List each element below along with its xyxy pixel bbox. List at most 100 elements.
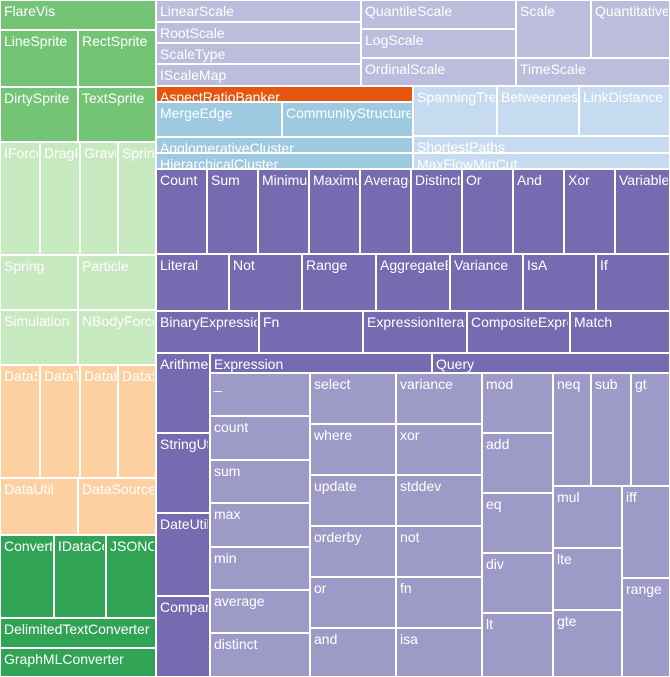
treemap-cell-sum[interactable]: Sum [207,169,258,254]
treemap-cell-spring[interactable]: Spring [0,255,78,310]
treemap-cell-dragforce[interactable]: DragForce [40,142,111,255]
treemap-cell-simulation[interactable]: Simulation [0,310,78,365]
treemap-cell-average[interactable]: average [210,590,310,633]
treemap-cell-spanningtree[interactable]: SpanningTree [413,86,505,136]
treemap-cell-rootscale[interactable]: RootScale [156,22,361,43]
treemap-cell-average[interactable]: Average [360,169,417,254]
treemap-cell-count[interactable]: Count [156,169,207,254]
treemap-cell-sub[interactable]: sub [591,373,631,486]
treemap-cell-ordinalscale[interactable]: OrdinalScale [361,58,516,86]
treemap-cell-scaletype[interactable]: ScaleType [156,43,361,64]
treemap-cell-or[interactable]: Or [462,169,513,254]
treemap-cell-lt[interactable]: lt [482,613,553,677]
treemap-cell-aggregateexpression[interactable]: AggregateExpression [376,254,514,311]
treemap-cell-match[interactable]: Match [570,311,670,353]
treemap-cell-add[interactable]: add [482,433,553,493]
treemap-cell-mod[interactable]: mod [482,373,553,433]
treemap-cell-orderby[interactable]: orderby [310,526,396,577]
treemap-cell-range[interactable]: range [622,578,670,677]
treemap-cell-quantilescale[interactable]: QuantileScale [361,0,516,29]
treemap-cell-literal[interactable]: Literal [156,254,229,311]
treemap-cell-iforce[interactable]: IForce [0,142,44,255]
treemap-cell-converters[interactable]: Converters [0,535,73,618]
treemap-cell-variance[interactable]: variance [396,373,482,424]
treemap-cell-compositeexpression[interactable]: CompositeExpression [467,311,608,353]
treemap-cell-iff[interactable]: iff [622,486,670,578]
treemap-cell-div[interactable]: div [482,553,553,613]
treemap-cell-or[interactable]: or [310,577,396,628]
treemap-cell-gt[interactable]: gt [631,373,670,486]
treemap-cell-linearscale[interactable]: LinearScale [156,0,361,22]
treemap-cell-not[interactable]: not [396,526,482,577]
treemap-cell-rectsprite[interactable]: RectSprite [78,30,156,87]
treemap-cell-scale[interactable]: Scale [516,0,591,58]
treemap-cell-dirtysprite[interactable]: DirtySprite [0,87,78,142]
treemap-cell-betweennesscentrality[interactable]: BetweennessCentrality [497,86,645,136]
treemap-cell-flarevis[interactable]: FlareVis [0,0,156,30]
treemap-cell-max[interactable]: max [210,503,310,547]
treemap-cell-springforce[interactable]: SpringForce [118,142,199,255]
treemap-cell-maximum[interactable]: Maximum [309,169,374,254]
treemap-cell-graphmlconverter[interactable]: GraphMLConverter [0,648,156,677]
treemap-cell-linesprite[interactable]: LineSprite [0,30,78,87]
treemap-cell-linkdistance[interactable]: LinkDistance [579,86,670,136]
treemap-cell-mul[interactable]: mul [553,486,622,548]
treemap-cell-variance[interactable]: Variance [450,254,523,311]
treemap-cell-iscalemap[interactable]: IScaleMap [156,64,361,86]
treemap-cell-neq[interactable]: neq [553,373,591,486]
treemap-cell-and[interactable]: And [513,169,564,254]
treemap-cell-and[interactable]: and [310,628,396,677]
treemap-cell-underscore[interactable]: _ [210,373,310,416]
treemap-cell-particle[interactable]: Particle [78,255,156,310]
treemap-cell-agglomerativecluster[interactable]: AgglomerativeCluster [156,137,413,157]
treemap-cell-minimum[interactable]: Minimum [258,169,319,254]
treemap-cell-if[interactable]: If [596,254,670,311]
treemap-cell-mergeedge[interactable]: MergeEdge [156,102,282,137]
treemap-cell-min[interactable]: min [210,547,310,590]
treemap-cell-delimitedtextconverter[interactable]: DelimitedTextConverter [0,618,156,648]
treemap-cell-lte[interactable]: lte [553,548,622,610]
treemap-cell-xor[interactable]: Xor [564,169,615,254]
treemap-cell-logscale[interactable]: LogScale [361,29,516,58]
treemap-cell-distinct[interactable]: distinct [210,633,310,677]
treemap-cell-distinct[interactable]: Distinct [411,169,462,254]
treemap-cell-dataset[interactable]: DataSet [118,365,173,478]
treemap-cell-idataconverter[interactable]: IDataConverter [54,535,154,618]
treemap-cell-communitystructure[interactable]: CommunityStructure [282,102,414,137]
treemap-cell-where[interactable]: where [310,424,396,475]
treemap-cell-binaryexpression[interactable]: BinaryExpression [156,311,269,353]
treemap-cell-gravityforce[interactable]: GravityForce [80,142,165,255]
treemap-cell-hierarchicalcluster[interactable]: HierarchicalCluster [156,153,413,173]
treemap-cell-datafield[interactable]: DataField [80,365,144,478]
treemap-cell-expression[interactable]: Expression [210,353,432,373]
treemap-cell-variable[interactable]: Variable [615,169,670,254]
treemap-cell-timescale[interactable]: TimeScale [516,58,670,86]
treemap-cell-isa[interactable]: IsA [523,254,596,311]
treemap-cell-fn[interactable]: Fn [259,311,363,353]
treemap-cell-expressioniterator[interactable]: ExpressionIterator [363,311,481,353]
treemap-cell-stddev[interactable]: stddev [396,475,482,526]
treemap-cell-fn[interactable]: fn [396,577,482,628]
treemap-cell-textsprite[interactable]: TextSprite [78,87,156,142]
treemap-cell-count[interactable]: count [210,416,310,460]
treemap-cell-query[interactable]: Query [432,353,670,373]
treemap-cell-xor[interactable]: xor [396,424,482,475]
treemap-cell-dataschema[interactable]: DataSchema [0,365,86,478]
treemap-cell-dateutil[interactable]: DateUtil [156,513,210,596]
treemap-cell-maxflowmincut[interactable]: MaxFlowMinCut [413,153,670,173]
treemap-cell-shortestpaths[interactable]: ShortestPaths [413,136,670,156]
treemap-cell-sum[interactable]: sum [210,460,310,503]
treemap-cell-quantitativescale[interactable]: QuantitativeScale [591,0,670,58]
treemap-cell-arithmetic[interactable]: Arithmetic [156,353,223,433]
treemap-cell-not[interactable]: Not [229,254,302,311]
treemap-cell-gte[interactable]: gte [553,610,622,677]
treemap-cell-isa[interactable]: isa [396,628,482,677]
treemap-cell-eq[interactable]: eq [482,493,553,553]
treemap-cell-aspectratiobanker[interactable]: AspectRatioBanker [156,86,413,106]
treemap-cell-stringutil[interactable]: StringUtil [156,433,217,513]
treemap-cell-datatable[interactable]: DataTable [40,365,108,478]
treemap-cell-range[interactable]: Range [302,254,376,311]
treemap-cell-nbodyforce[interactable]: NBodyForce [78,310,161,365]
treemap-cell-jsonconverter[interactable]: JSONConverter [106,535,210,618]
treemap-cell-datautil[interactable]: DataUtil [0,478,78,535]
